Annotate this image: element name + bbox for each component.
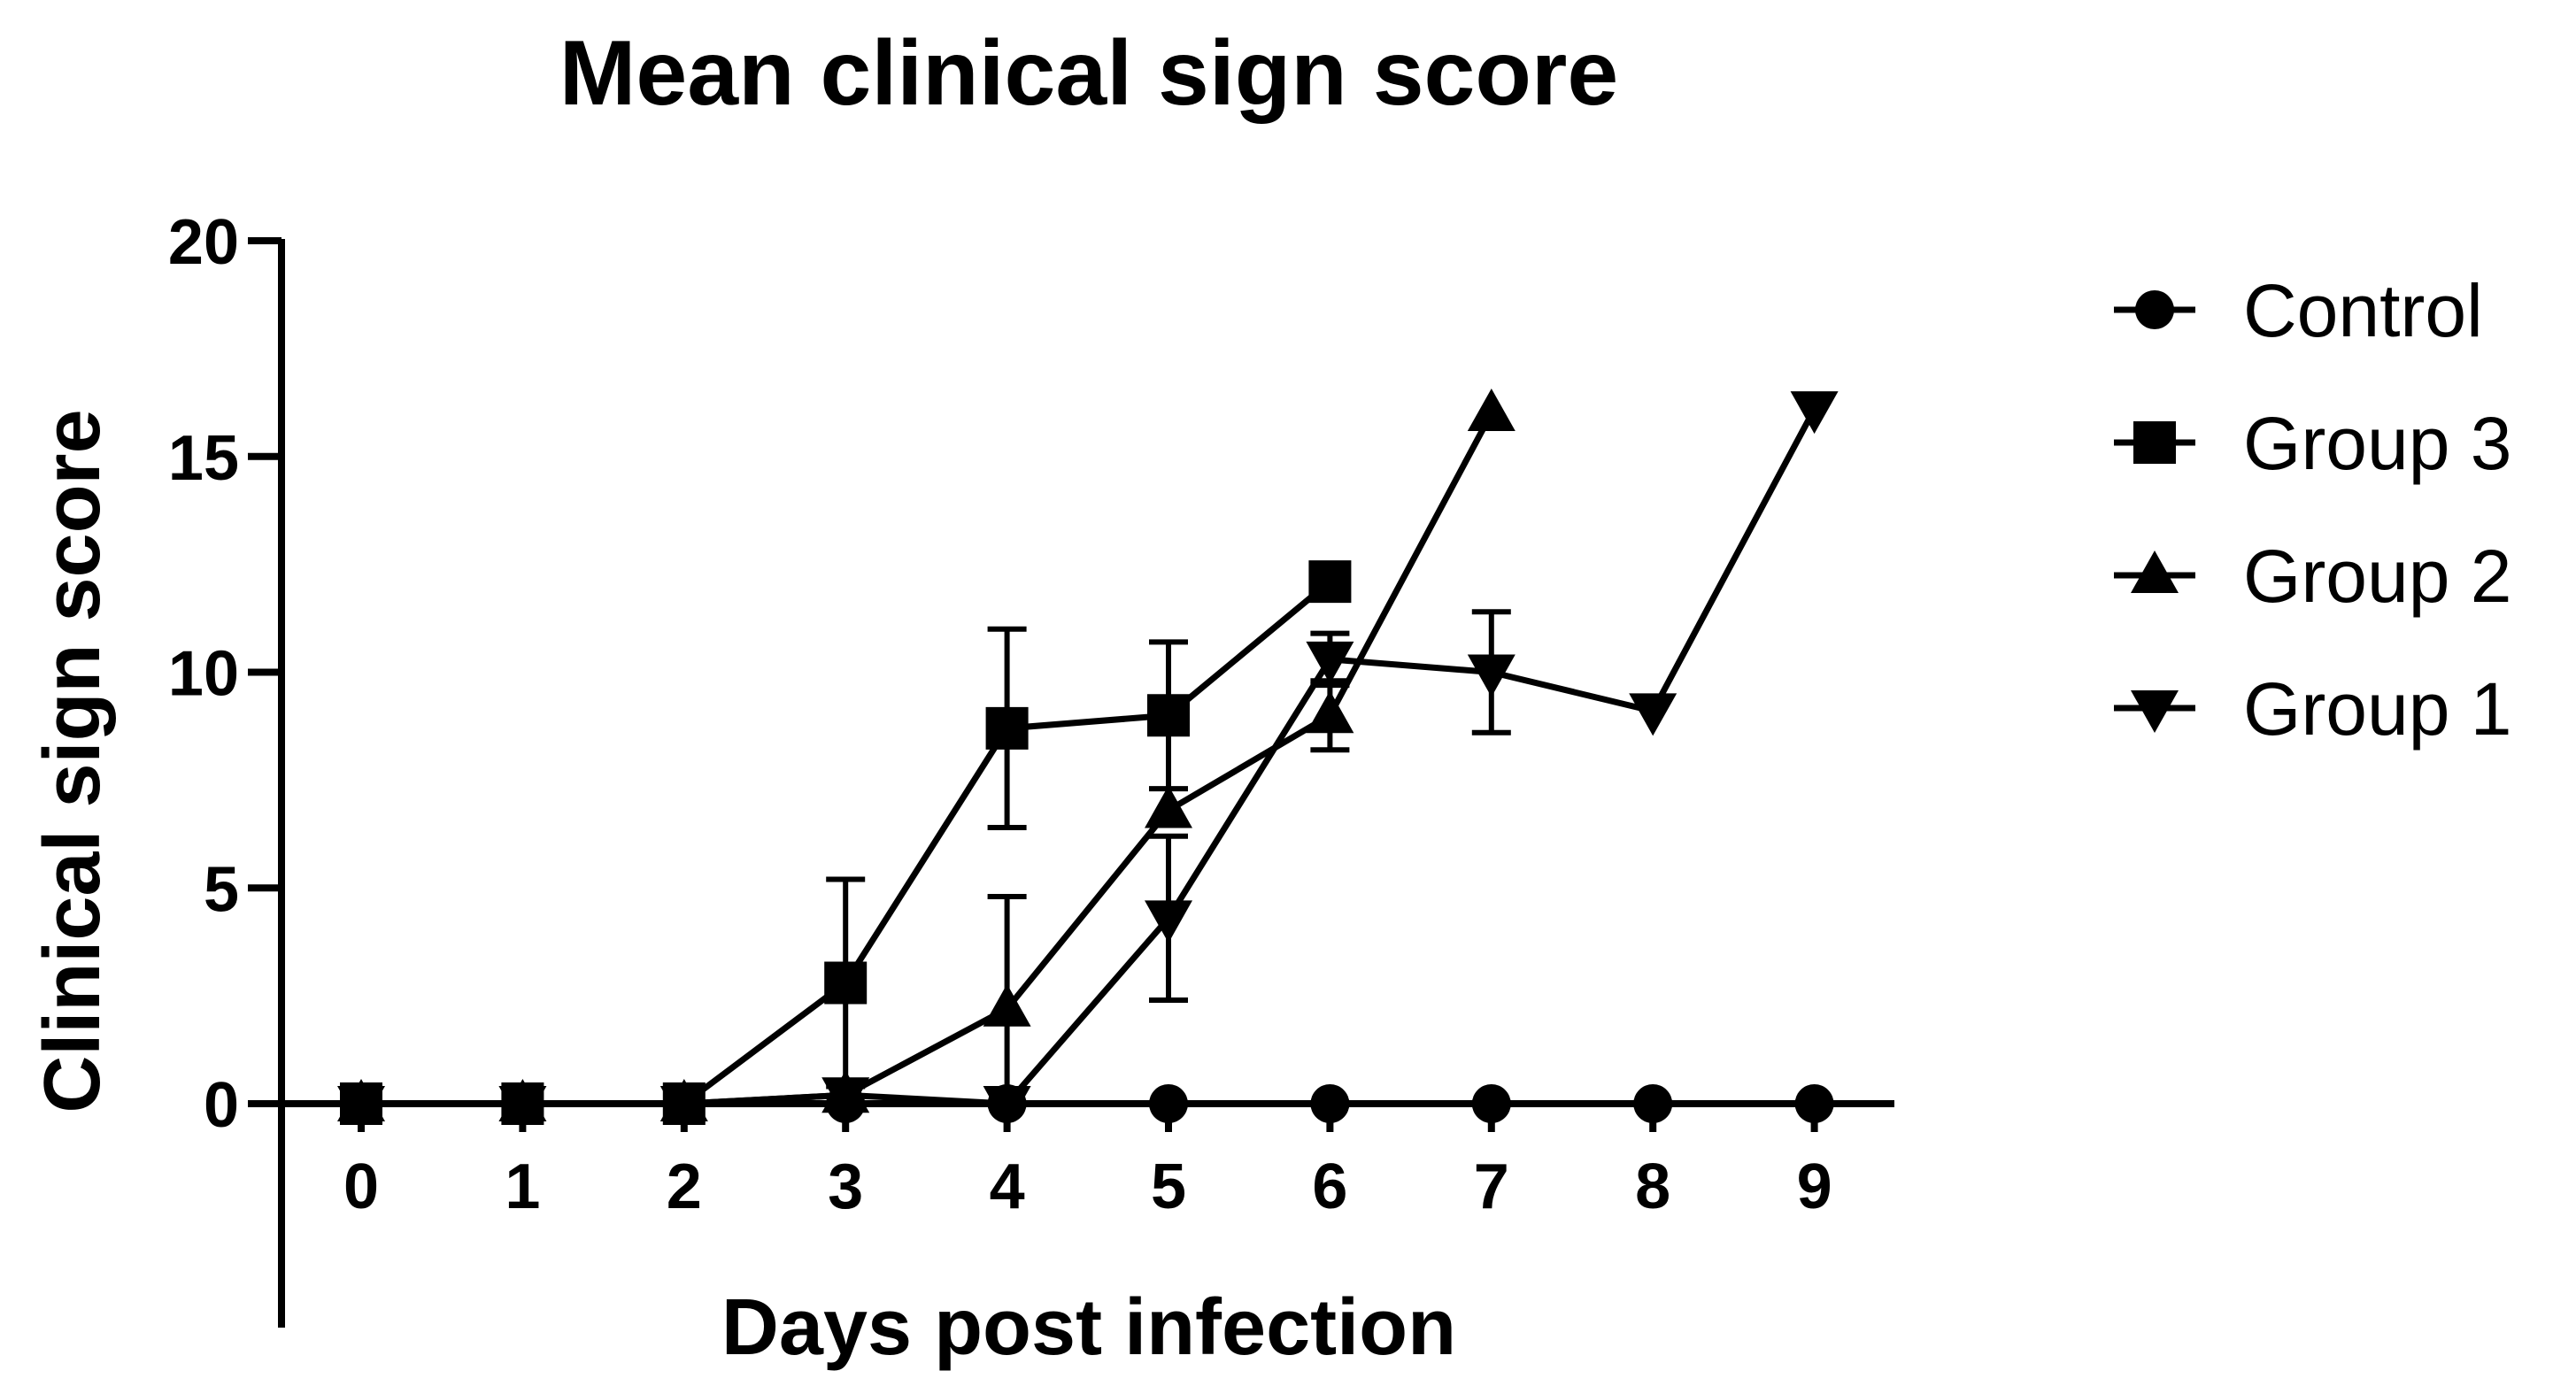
legend-marker-group-1: [2131, 690, 2179, 733]
x-tick-label: 8: [1635, 1151, 1670, 1222]
series-group-1: [337, 391, 1839, 1128]
legend-marker-group-3: [2133, 421, 2176, 464]
data-point-control: [664, 1084, 704, 1123]
data-point-group-2: [1145, 785, 1192, 828]
data-point-group-3: [985, 706, 1029, 750]
data-point-group-3: [824, 961, 868, 1005]
legend: Control Group 3 Group 2 Group 1: [2114, 269, 2512, 751]
legend-label-group-2: Group 2: [2243, 535, 2512, 618]
data-point-group-1: [1629, 693, 1677, 736]
y-tick-label: 20: [168, 207, 239, 278]
legend-label-control: Control: [2243, 269, 2483, 352]
data-point-control: [342, 1084, 381, 1123]
legend-item-group-3: Group 3: [2114, 402, 2512, 485]
x-tick-label: 2: [667, 1151, 702, 1222]
x-tick-label: 4: [990, 1151, 1025, 1222]
legend-label-group-3: Group 3: [2243, 402, 2512, 485]
data-point-control: [1633, 1084, 1673, 1123]
x-tick-label: 6: [1312, 1151, 1347, 1222]
x-tick-label: 5: [1151, 1151, 1186, 1222]
y-tick-label: 10: [168, 639, 239, 710]
data-point-group-1: [1790, 391, 1839, 435]
data-point-group-2: [1467, 389, 1516, 431]
y-tick-label: 5: [204, 854, 239, 925]
x-tick-label: 0: [343, 1151, 379, 1222]
data-point-group-1: [1306, 641, 1354, 684]
data-point-control: [503, 1084, 543, 1123]
x-axis-label: Days post infection: [721, 1283, 1456, 1372]
data-point-control: [1149, 1084, 1188, 1123]
series-group-2: [337, 389, 1516, 1121]
series-control: [342, 1084, 1834, 1123]
data-point-group-1: [1467, 654, 1516, 697]
data-point-control: [826, 1084, 866, 1123]
y-tick-label: 0: [204, 1070, 239, 1141]
data-point-group-2: [1306, 690, 1354, 734]
chart-title: Mean clinical sign score: [559, 22, 1618, 125]
data-point-control: [1794, 1084, 1834, 1123]
series-line-group-2: [361, 412, 1494, 1107]
legend-item-group-2: Group 2: [2114, 535, 2512, 618]
x-tick-label: 9: [1797, 1151, 1832, 1222]
data-point-group-1: [1145, 900, 1192, 943]
legend-marker-group-2: [2131, 551, 2179, 593]
data-point-group-3: [1147, 694, 1190, 737]
series-layer: [337, 389, 1839, 1128]
series-line-group-1: [361, 407, 1817, 1107]
data-point-control: [1310, 1084, 1350, 1123]
data-point-control: [987, 1084, 1027, 1123]
x-tick-label: 1: [505, 1151, 540, 1222]
x-tick-label: 3: [828, 1151, 863, 1222]
y-tick-label: 15: [168, 423, 239, 494]
legend-label-group-1: Group 1: [2243, 667, 2512, 751]
y-axis-label: Clinical sign score: [28, 409, 117, 1113]
data-point-group-3: [1308, 560, 1352, 604]
x-tick-label: 7: [1474, 1151, 1509, 1222]
legend-item-control: Control: [2114, 269, 2483, 352]
axes: 0 5 10 15 20 0 1 2 3 4 5 6 7 8 9: [168, 207, 1894, 1328]
series-group-3: [340, 560, 1352, 1125]
legend-item-group-1: Group 1: [2114, 667, 2512, 751]
data-point-control: [1471, 1084, 1511, 1123]
data-point-group-2: [983, 983, 1031, 1027]
legend-marker-control: [2135, 290, 2174, 329]
